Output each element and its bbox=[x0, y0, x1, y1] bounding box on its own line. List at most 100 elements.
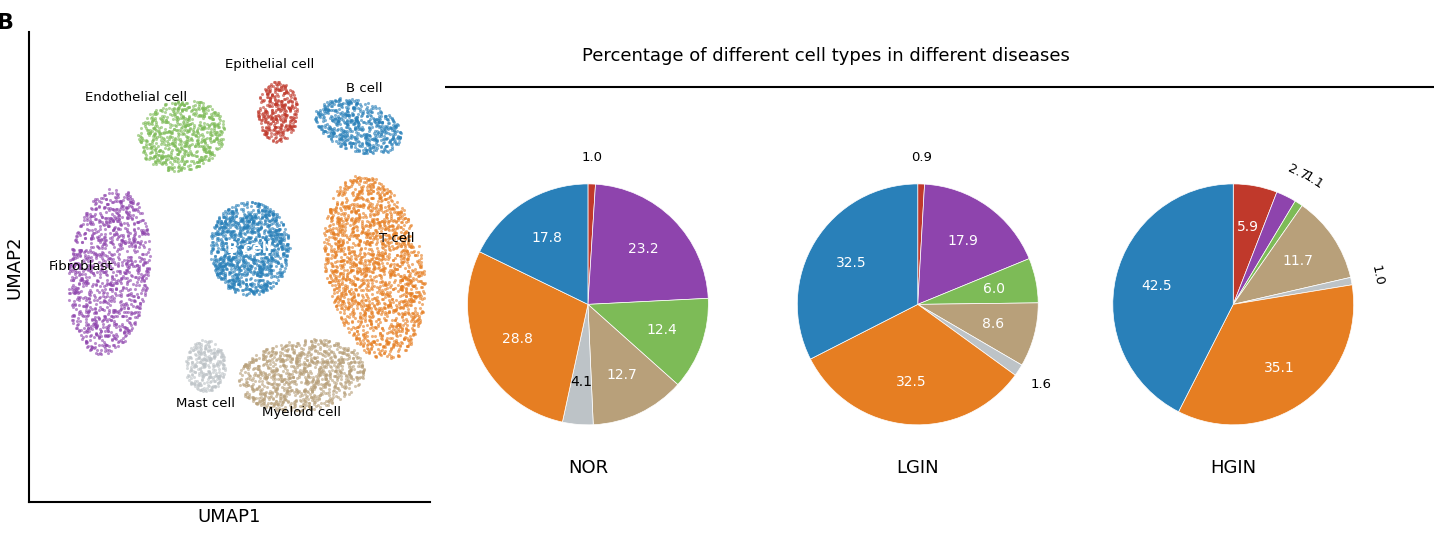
Point bbox=[396, 296, 419, 305]
Point bbox=[330, 134, 353, 143]
Point bbox=[188, 379, 211, 388]
Point bbox=[268, 351, 291, 359]
Point bbox=[358, 229, 381, 238]
Point bbox=[100, 205, 123, 214]
Point bbox=[176, 142, 199, 151]
Point bbox=[281, 104, 304, 113]
Point bbox=[366, 309, 389, 317]
Point bbox=[227, 277, 250, 285]
Point bbox=[232, 210, 255, 218]
Point bbox=[172, 113, 195, 122]
Point bbox=[268, 354, 291, 363]
Point bbox=[315, 100, 338, 109]
Point bbox=[347, 367, 370, 376]
Point bbox=[102, 217, 125, 225]
Point bbox=[379, 271, 402, 279]
Point bbox=[262, 372, 285, 380]
Point bbox=[265, 380, 288, 389]
Point bbox=[264, 241, 287, 250]
Point bbox=[337, 242, 360, 251]
Point bbox=[380, 210, 403, 218]
Point bbox=[347, 381, 370, 390]
Point bbox=[166, 150, 189, 159]
Point bbox=[235, 392, 258, 401]
Point bbox=[251, 233, 274, 241]
Point bbox=[245, 247, 268, 255]
Point bbox=[334, 202, 357, 210]
Point bbox=[330, 365, 353, 374]
Point bbox=[119, 238, 142, 247]
Point bbox=[92, 268, 115, 277]
Point bbox=[356, 286, 379, 294]
Point bbox=[83, 197, 106, 205]
Point bbox=[328, 260, 351, 269]
Point bbox=[340, 363, 363, 371]
Point bbox=[175, 132, 198, 141]
Point bbox=[337, 380, 360, 388]
Point bbox=[73, 234, 96, 242]
Point bbox=[331, 199, 354, 208]
Point bbox=[255, 107, 278, 115]
Point bbox=[358, 230, 381, 238]
Point bbox=[364, 178, 387, 187]
Point bbox=[333, 202, 356, 211]
Point bbox=[341, 296, 364, 305]
Point bbox=[324, 262, 347, 271]
Point bbox=[138, 129, 161, 138]
Point bbox=[285, 359, 308, 367]
Point bbox=[221, 276, 244, 285]
Point bbox=[69, 221, 92, 230]
Point bbox=[128, 238, 151, 246]
Point bbox=[130, 272, 153, 281]
Point bbox=[403, 251, 426, 260]
Point bbox=[314, 388, 337, 397]
Point bbox=[188, 358, 211, 367]
Point bbox=[341, 103, 364, 111]
Point bbox=[337, 372, 360, 381]
Point bbox=[343, 299, 366, 307]
Point bbox=[389, 321, 412, 330]
Point bbox=[383, 121, 406, 130]
Point bbox=[320, 98, 343, 106]
Point bbox=[199, 349, 222, 358]
Point bbox=[291, 359, 314, 368]
Point bbox=[178, 111, 201, 120]
Point bbox=[336, 117, 358, 125]
Point bbox=[333, 389, 356, 397]
Point bbox=[232, 257, 255, 265]
Point bbox=[105, 227, 128, 236]
Point bbox=[383, 117, 406, 126]
Point bbox=[353, 365, 376, 374]
Point bbox=[407, 288, 430, 296]
Point bbox=[370, 203, 393, 211]
Point bbox=[232, 254, 255, 262]
Point bbox=[313, 373, 336, 382]
Point bbox=[396, 247, 419, 255]
Point bbox=[250, 220, 272, 229]
Point bbox=[338, 201, 361, 210]
Point bbox=[270, 401, 293, 410]
Point bbox=[381, 231, 404, 239]
Point bbox=[386, 243, 409, 252]
Point bbox=[202, 382, 225, 390]
Point bbox=[347, 123, 370, 131]
Point bbox=[386, 127, 409, 135]
Point bbox=[82, 247, 105, 256]
Point bbox=[63, 262, 86, 270]
Point bbox=[284, 107, 307, 115]
Point bbox=[260, 284, 282, 292]
Point bbox=[232, 220, 255, 229]
Point bbox=[247, 261, 270, 269]
Point bbox=[315, 103, 338, 111]
Point bbox=[93, 326, 116, 335]
Point bbox=[219, 258, 242, 267]
Point bbox=[69, 248, 92, 256]
Point bbox=[364, 258, 387, 266]
Point bbox=[317, 366, 340, 375]
Point bbox=[171, 106, 194, 114]
Point bbox=[313, 106, 336, 115]
Point bbox=[277, 374, 300, 382]
Point bbox=[73, 265, 96, 273]
Point bbox=[176, 133, 199, 142]
Point bbox=[192, 155, 215, 164]
